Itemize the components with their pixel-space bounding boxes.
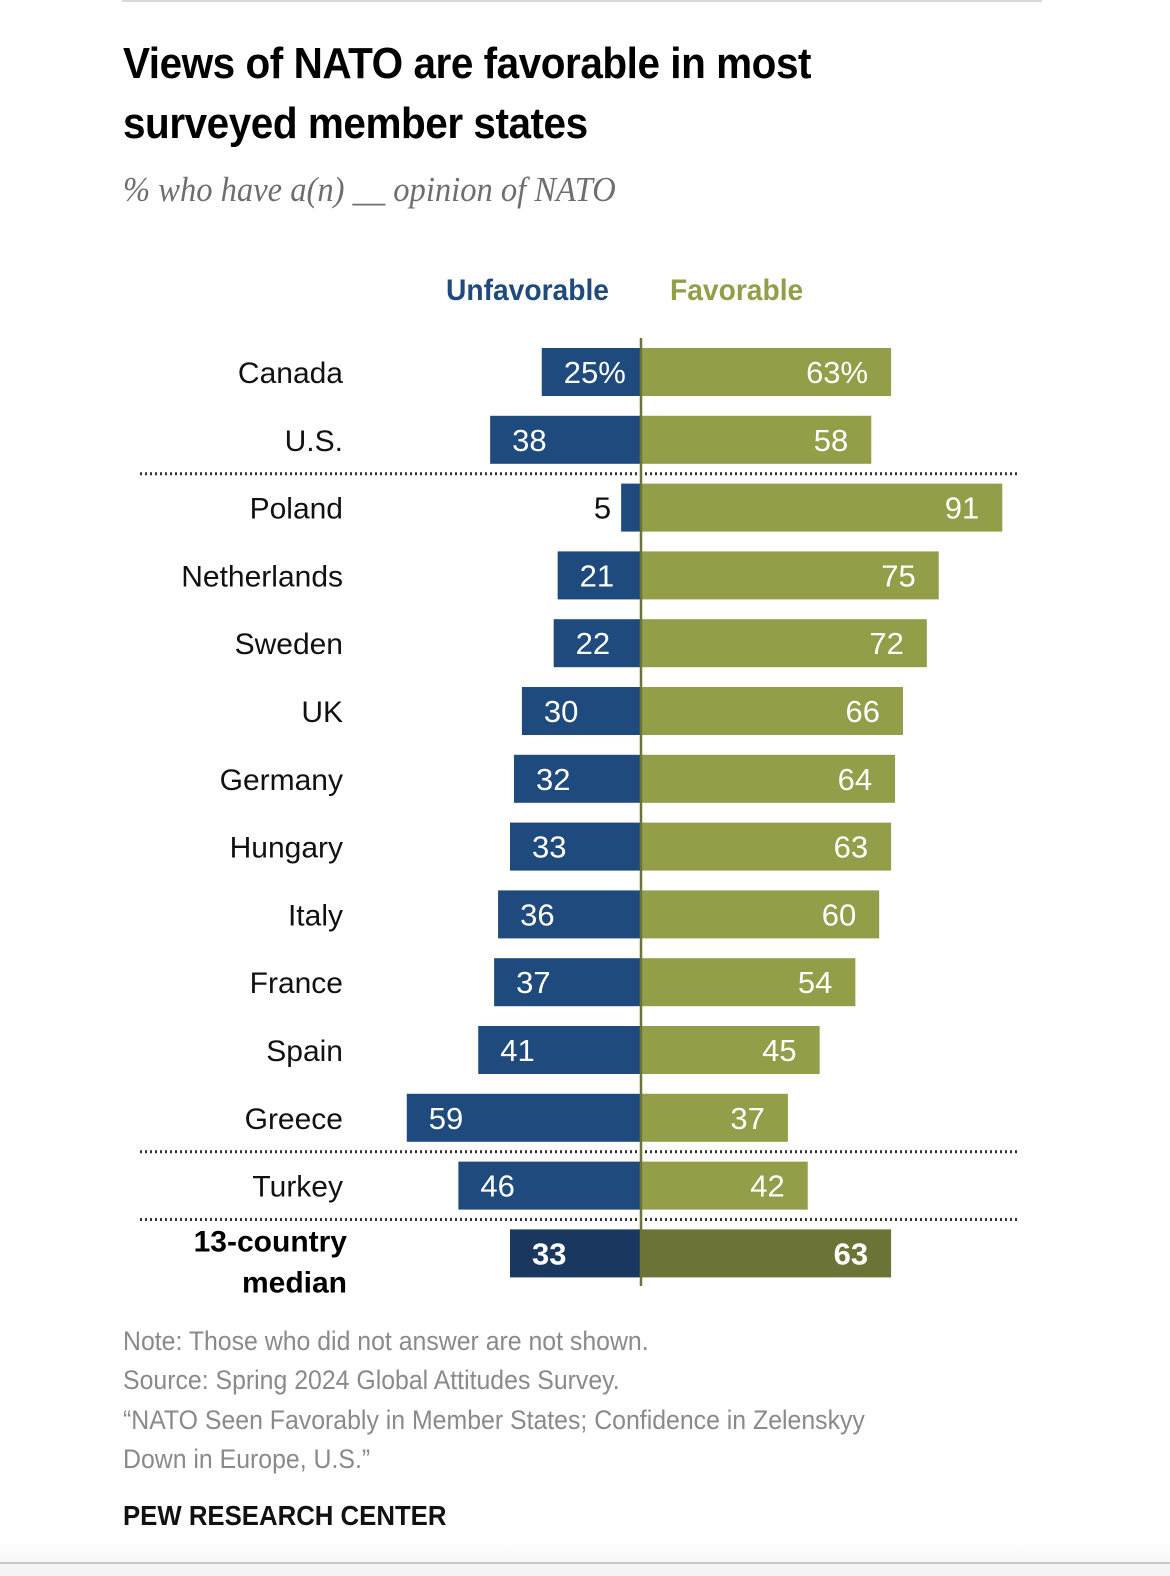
bottom-strip [0, 1564, 1170, 1576]
bar-favorable-spain [641, 1026, 820, 1074]
bar-unfavorable-13-country-median [509, 1229, 641, 1278]
bar-unfavorable-sweden [553, 619, 641, 668]
value-label-favorable-poland: 91 [945, 491, 979, 526]
category-label-spain: Spain [266, 1035, 343, 1068]
bar-favorable-sweden [641, 619, 927, 668]
value-label-favorable-turkey: 42 [750, 1169, 784, 1204]
bar-favorable-uk [641, 687, 904, 735]
category-label-turkey: Turkey [252, 1171, 343, 1204]
bar-favorable-13-country-median [641, 1229, 892, 1278]
bar-favorable-poland [641, 483, 1003, 532]
value-label-unfavorable-canada: 25% [564, 355, 626, 390]
bar-favorable-u-s [641, 415, 872, 464]
chart-title-line-1: Views of NATO are favorable in most [123, 39, 812, 88]
bar-favorable-canada [641, 348, 892, 396]
category-label-greece: Greece [245, 1103, 343, 1136]
value-label-favorable-france: 54 [798, 965, 832, 1000]
bar-favorable-turkey [641, 1161, 808, 1210]
bar-unfavorable-uk [521, 687, 641, 735]
bar-unfavorable-canada [541, 348, 641, 396]
bar-unfavorable-greece [406, 1093, 641, 1142]
value-label-favorable-13-country-median: 63 [834, 1236, 868, 1271]
value-label-favorable-italy: 60 [822, 897, 856, 932]
category-label-u-s: U.S. [285, 425, 343, 458]
value-label-favorable-sweden: 72 [869, 626, 903, 661]
category-label-canada: Canada [238, 357, 343, 390]
value-label-favorable-netherlands: 75 [881, 558, 915, 593]
value-label-unfavorable-sweden: 22 [576, 626, 610, 661]
category-label-netherlands: Netherlands [181, 560, 343, 593]
category-label-median-line-2: median [242, 1266, 347, 1299]
bar-unfavorable-u-s [490, 415, 641, 464]
footer-note: Note: Those who did not answer are not s… [123, 1326, 649, 1356]
value-label-favorable-u-s: 58 [814, 423, 848, 458]
value-label-unfavorable-france: 37 [516, 965, 550, 1000]
chart-subtitle: % who have a(n) __ opinion of NATO [123, 170, 616, 209]
bar-unfavorable-netherlands [557, 551, 641, 600]
bar-unfavorable-italy [498, 890, 641, 939]
category-label-median-line-1: 13-country [194, 1225, 348, 1258]
value-label-unfavorable-germany: 32 [536, 762, 570, 797]
category-label-italy: Italy [288, 899, 343, 932]
bar-favorable-france [641, 958, 856, 1007]
bar-favorable-hungary [641, 822, 892, 871]
value-label-unfavorable-hungary: 33 [532, 830, 566, 865]
bar-unfavorable-germany [513, 754, 641, 803]
bar-favorable-italy [641, 890, 880, 939]
bar-unfavorable-spain [478, 1026, 641, 1074]
bar-unfavorable-poland [621, 483, 641, 532]
pew-research-center-logo: PEW RESEARCH CENTER [123, 1500, 447, 1531]
value-label-unfavorable-turkey: 46 [480, 1169, 514, 1204]
footer-report-title-line-1: “NATO Seen Favorably in Member States; C… [123, 1405, 865, 1435]
bar-unfavorable-france [494, 958, 641, 1007]
footer-report-title-line-2: Down in Europe, U.S.” [123, 1444, 371, 1474]
value-label-unfavorable-italy: 36 [520, 897, 554, 932]
category-label-poland: Poland [250, 493, 343, 526]
value-label-unfavorable-poland: 5 [594, 491, 611, 526]
footer-source: Source: Spring 2024 Global Attitudes Sur… [123, 1365, 620, 1395]
bar-unfavorable-turkey [458, 1161, 641, 1210]
value-label-favorable-hungary: 63 [834, 830, 868, 865]
value-label-favorable-germany: 64 [838, 762, 872, 797]
value-label-unfavorable-13-country-median: 33 [532, 1236, 566, 1271]
category-label-uk: UK [301, 696, 343, 729]
category-label-germany: Germany [220, 764, 343, 797]
legend-unfavorable: Unfavorable [446, 274, 609, 307]
value-label-unfavorable-uk: 30 [544, 694, 578, 729]
top-divider [122, 0, 1042, 2]
bar-favorable-netherlands [641, 551, 939, 600]
chart-title: Views of NATO are favorable in most surv… [123, 34, 951, 154]
chart-title-line-2: surveyed member states [123, 99, 588, 148]
bottom-divider [0, 1562, 1170, 1564]
bar-unfavorable-hungary [509, 822, 641, 871]
value-label-unfavorable-u-s: 38 [512, 423, 546, 458]
value-label-unfavorable-netherlands: 21 [580, 558, 614, 593]
category-label-hungary: Hungary [230, 832, 343, 865]
value-label-favorable-spain: 45 [762, 1033, 796, 1068]
value-label-unfavorable-greece: 59 [429, 1101, 463, 1136]
category-label-france: France [250, 967, 343, 1000]
bar-favorable-germany [641, 754, 896, 803]
value-label-favorable-greece: 37 [730, 1101, 764, 1136]
category-label-sweden: Sweden [235, 628, 343, 661]
bar-favorable-greece [641, 1093, 788, 1142]
value-label-favorable-uk: 66 [846, 694, 880, 729]
value-label-unfavorable-spain: 41 [500, 1033, 534, 1068]
value-label-favorable-canada: 63% [806, 355, 868, 390]
bottom-fade [0, 1540, 1170, 1562]
legend-favorable: Favorable [670, 274, 804, 307]
